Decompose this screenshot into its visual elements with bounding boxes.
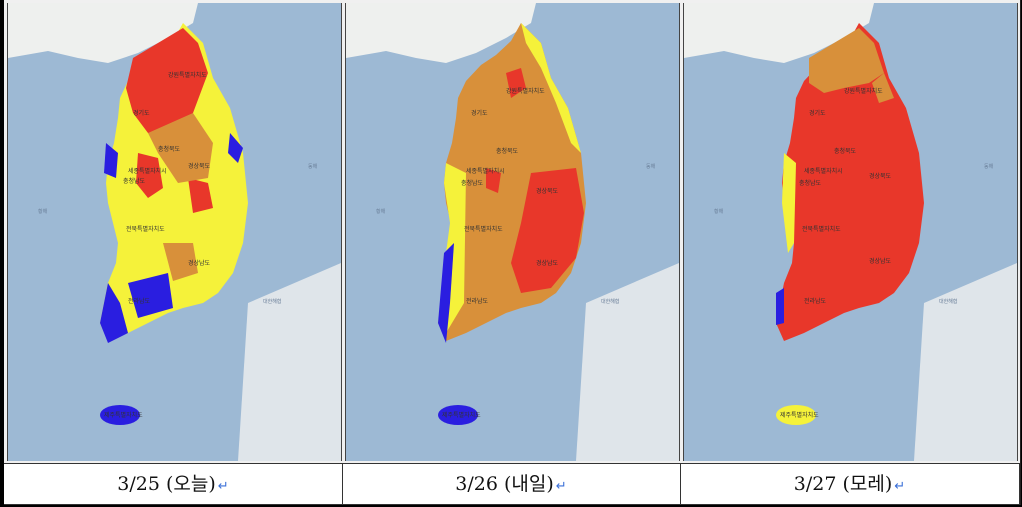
label-jeonbuk: 전북특별자치도 [464, 225, 503, 233]
blue-zone-south [128, 273, 173, 318]
caption-text: 3/27 (모레) [793, 473, 893, 495]
map-panel-3-26: 강원특별자치도 경기도 충청북도 세종특별자치시 충청남도 경상북도 전북특별자… [345, 3, 680, 461]
forecast-sheet: 강원특별자치도 경기도 충청북도 세종특별자치시 충청남도 경상북도 전북특별자… [4, 0, 1021, 505]
label-gangwon: 강원특별자치도 [506, 87, 545, 95]
caption-text: 3/26 (내일) [455, 473, 554, 495]
sea-label-east-sea: 동해 [308, 163, 318, 170]
china-land [346, 3, 536, 63]
label-chungnam: 충청남도 [799, 179, 822, 187]
sea-label-east-sea: 동해 [646, 163, 656, 170]
japan-land [576, 263, 679, 461]
label-jeju: 제주특별자치도 [780, 411, 819, 419]
map-3-27: 강원특별자치도 경기도 충청북도 세종특별자치시 충청남도 경상북도 전북특별자… [684, 3, 1017, 461]
return-glyph-icon: ↵ [217, 479, 229, 494]
label-gyeongbuk: 경상북도 [869, 172, 892, 180]
label-chungnam: 충청남도 [461, 179, 484, 187]
label-chungnam: 충청남도 [123, 177, 146, 185]
label-chungbuk: 충청북도 [158, 145, 181, 153]
yellow-zone-west [782, 153, 796, 253]
sea-label-strait: 대한해협 [263, 298, 281, 305]
label-gyeongnam: 경상남도 [188, 259, 211, 267]
label-chungbuk: 충청북도 [834, 147, 857, 155]
label-jeonbuk: 전북특별자치도 [126, 225, 165, 233]
caption-3-27: 3/27 (모레) ↵ [680, 464, 1020, 504]
label-gyeongbuk: 경상북도 [536, 187, 559, 195]
label-sejong: 세종특별자치시 [128, 167, 167, 175]
label-jeju: 제주특별자치도 [442, 411, 481, 419]
orange-zone-south [163, 243, 198, 281]
label-chungbuk: 충청북도 [496, 147, 519, 155]
sea-label-strait: 대한해협 [601, 298, 619, 305]
caption-3-26: 3/26 (내일) ↵ [342, 464, 681, 504]
blue-zone-west [104, 143, 118, 178]
label-jeonnam: 전라남도 [466, 297, 489, 305]
label-gyeonggi: 경기도 [471, 109, 488, 117]
label-gangwon: 강원특별자치도 [844, 87, 883, 95]
jeju-island [100, 405, 140, 425]
blue-zone-southwest [100, 283, 128, 343]
label-sejong: 세종특별자치시 [804, 167, 843, 175]
label-sejong: 세종특별자치시 [466, 167, 505, 175]
label-gyeongnam: 경상남도 [536, 259, 559, 267]
sea-label-east-sea: 동해 [984, 163, 994, 170]
map-panel-3-25: 강원특별자치도 경기도 충청북도 세종특별자치시 충청남도 경상북도 전북특별자… [7, 3, 342, 461]
japan-land [238, 263, 341, 461]
japan-land [914, 263, 1017, 461]
red-zone-central [136, 153, 163, 198]
map-3-26: 강원특별자치도 경기도 충청북도 세종특별자치시 충청남도 경상북도 전북특별자… [346, 3, 679, 461]
map-3-25: 강원특별자치도 경기도 충청북도 세종특별자치시 충청남도 경상북도 전북특별자… [8, 3, 341, 461]
sea-label-yellow-sea: 황해 [376, 208, 386, 215]
red-zone-north [126, 28, 208, 138]
blue-zone-east [228, 133, 243, 163]
caption-text: 3/25 (오늘) [117, 473, 216, 495]
caption-3-25: 3/25 (오늘) ↵ [4, 464, 343, 504]
korea-mainland [776, 23, 924, 341]
label-gyeongbuk: 경상북도 [188, 162, 211, 170]
red-zone-east [188, 178, 213, 213]
label-gangwon: 강원특별자치도 [168, 71, 207, 79]
yellow-zone-east-coast [521, 23, 581, 153]
label-gyeonggi: 경기도 [133, 109, 150, 117]
red-zone-north [506, 68, 526, 98]
label-gyeongnam: 경상남도 [869, 257, 892, 265]
china-land [684, 3, 874, 63]
jeju-island [776, 405, 816, 425]
jeju-island [438, 405, 478, 425]
orange-zone-central [148, 113, 213, 183]
orange-zone-east [872, 73, 894, 103]
sea-label-yellow-sea: 황해 [714, 208, 724, 215]
label-gyeonggi: 경기도 [809, 109, 826, 117]
return-glyph-icon: ↵ [894, 479, 906, 494]
red-zone-southeast [511, 168, 584, 293]
caption-row: 3/25 (오늘) ↵ 3/26 (내일) ↵ 3/27 (모레) ↵ [4, 463, 1020, 505]
return-glyph-icon: ↵ [555, 479, 567, 494]
map-panel-3-27: 강원특별자치도 경기도 충청북도 세종특별자치시 충청남도 경상북도 전북특별자… [683, 3, 1018, 461]
orange-zone-north [809, 28, 884, 93]
blue-zone-west [438, 243, 454, 343]
china-land [8, 3, 198, 63]
label-jeju: 제주특별자치도 [104, 411, 143, 419]
red-zone-central [486, 168, 501, 193]
label-jeonbuk: 전북특별자치도 [802, 225, 841, 233]
label-jeonnam: 전라남도 [804, 297, 827, 305]
blue-zone-west [776, 288, 784, 325]
sea-label-yellow-sea: 황해 [38, 208, 48, 215]
sea-label-strait: 대한해협 [939, 298, 957, 305]
label-jeonnam: 전라남도 [128, 297, 151, 305]
